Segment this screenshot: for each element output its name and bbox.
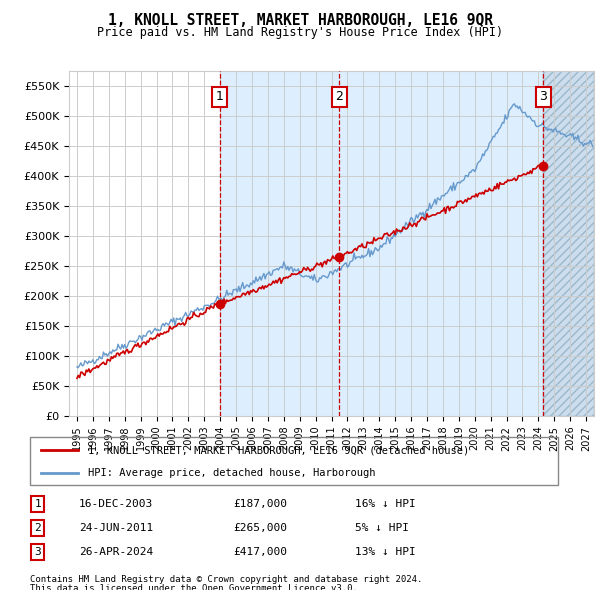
Bar — [544, 71, 594, 416]
Text: 5% ↓ HPI: 5% ↓ HPI — [355, 523, 409, 533]
Text: 16-DEC-2003: 16-DEC-2003 — [79, 499, 154, 509]
Text: £187,000: £187,000 — [234, 499, 288, 509]
Text: 1, KNOLL STREET, MARKET HARBOROUGH, LE16 9QR (detached house): 1, KNOLL STREET, MARKET HARBOROUGH, LE16… — [88, 445, 469, 455]
Text: 2: 2 — [335, 90, 343, 103]
Text: Price paid vs. HM Land Registry's House Price Index (HPI): Price paid vs. HM Land Registry's House … — [97, 26, 503, 39]
Text: 13% ↓ HPI: 13% ↓ HPI — [355, 547, 416, 557]
Bar — [220, 71, 339, 416]
Text: 16% ↓ HPI: 16% ↓ HPI — [355, 499, 416, 509]
Bar — [544, 71, 594, 416]
Text: £265,000: £265,000 — [234, 523, 288, 533]
Text: 24-JUN-2011: 24-JUN-2011 — [79, 523, 154, 533]
Text: This data is licensed under the Open Government Licence v3.0.: This data is licensed under the Open Gov… — [30, 584, 358, 590]
Bar — [339, 71, 544, 416]
Text: £417,000: £417,000 — [234, 547, 288, 557]
Text: 1: 1 — [34, 499, 41, 509]
Text: 2: 2 — [34, 523, 41, 533]
Text: Contains HM Land Registry data © Crown copyright and database right 2024.: Contains HM Land Registry data © Crown c… — [30, 575, 422, 584]
Text: 3: 3 — [34, 547, 41, 557]
Text: 1: 1 — [215, 90, 223, 103]
Text: 1, KNOLL STREET, MARKET HARBOROUGH, LE16 9QR: 1, KNOLL STREET, MARKET HARBOROUGH, LE16… — [107, 13, 493, 28]
Text: 26-APR-2024: 26-APR-2024 — [79, 547, 154, 557]
Text: 3: 3 — [539, 90, 547, 103]
Text: HPI: Average price, detached house, Harborough: HPI: Average price, detached house, Harb… — [88, 468, 376, 478]
